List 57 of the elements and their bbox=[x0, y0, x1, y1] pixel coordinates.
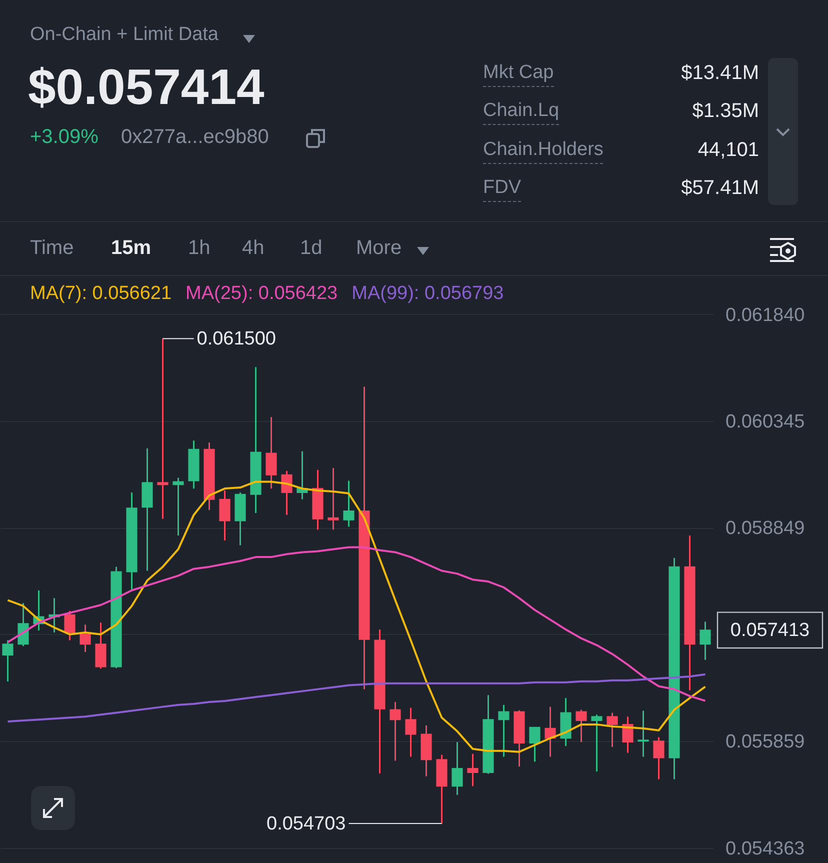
candlestick bbox=[498, 704, 510, 758]
line-series bbox=[6, 546, 706, 702]
text: Chain.Lq bbox=[483, 100, 560, 125]
annotation: 0.061500 bbox=[196, 328, 276, 350]
candlestick bbox=[622, 716, 634, 754]
text: 0x277a...ec9b80 bbox=[121, 126, 269, 149]
candlestick bbox=[172, 477, 184, 536]
text: 4h bbox=[242, 237, 264, 260]
candlestick bbox=[2, 639, 14, 682]
text: Time bbox=[30, 237, 74, 260]
candlestick bbox=[64, 610, 76, 641]
text: 0.057413 bbox=[730, 620, 810, 642]
candlestick bbox=[700, 620, 711, 661]
text: $57.41M bbox=[681, 177, 759, 200]
candlestick bbox=[343, 480, 354, 528]
candlestick bbox=[591, 714, 602, 772]
candlestick bbox=[467, 753, 478, 787]
candlestick bbox=[544, 706, 556, 758]
candlestick bbox=[266, 416, 277, 490]
text: 1d bbox=[300, 237, 322, 260]
candlestick bbox=[653, 736, 664, 780]
text: $13.41M bbox=[681, 62, 759, 85]
candlestick bbox=[328, 467, 339, 530]
candlestick bbox=[157, 338, 168, 520]
candlestick bbox=[95, 622, 106, 670]
candlestick bbox=[606, 712, 618, 748]
text: Chain.Holders bbox=[483, 139, 604, 164]
text: 15m bbox=[111, 237, 152, 260]
y-tick-label: 0.055859 bbox=[726, 732, 805, 753]
text: On-Chain + Limit Data bbox=[30, 24, 218, 46]
y-tick-label: 0.060345 bbox=[726, 411, 805, 432]
text: +3.09% bbox=[30, 126, 98, 149]
text: MA(25): 0.056423 bbox=[186, 283, 338, 304]
text: MA(99): 0.056793 bbox=[352, 283, 504, 304]
text: 44,101 bbox=[698, 139, 759, 162]
line-series bbox=[6, 673, 706, 723]
candlestick bbox=[219, 490, 230, 542]
text: Mkt Cap bbox=[483, 62, 554, 87]
candlestick bbox=[405, 707, 416, 758]
text: $1.35M bbox=[692, 100, 759, 123]
candlestick bbox=[638, 710, 649, 758]
y-tick-label: 0.061840 bbox=[726, 304, 805, 326]
text: More bbox=[356, 237, 402, 260]
annotation: 0.054703 bbox=[266, 814, 346, 835]
text: MA(7): 0.056621 bbox=[30, 283, 172, 304]
candlestick bbox=[452, 741, 463, 796]
candlestick bbox=[281, 470, 292, 516]
candlestick bbox=[390, 701, 401, 762]
y-tick-label: 0.058849 bbox=[726, 518, 805, 540]
candlestick bbox=[529, 726, 540, 762]
candlestick bbox=[18, 602, 29, 647]
y-tick-label: 0.054363 bbox=[726, 838, 805, 860]
text: FDV bbox=[483, 177, 521, 202]
text: 1h bbox=[188, 237, 210, 260]
candlestick bbox=[80, 624, 91, 653]
chart-title: $0.057414 bbox=[28, 58, 264, 116]
candlestick bbox=[576, 708, 587, 743]
